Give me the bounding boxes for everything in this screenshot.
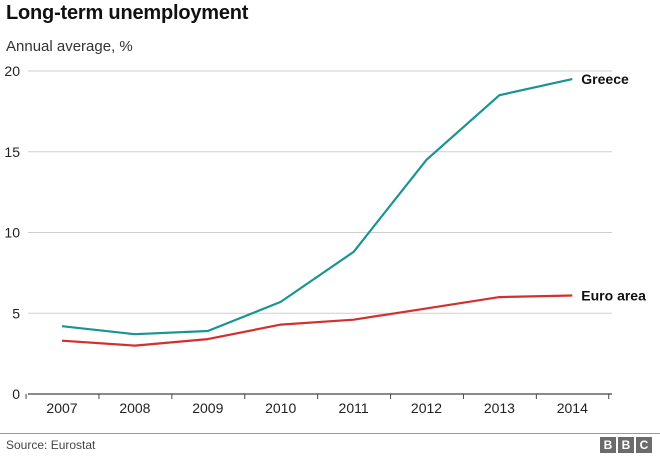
- bbc-logo-letter: B: [600, 437, 616, 453]
- x-tick-label: 2007: [46, 400, 77, 416]
- x-tick-label: 2013: [484, 400, 515, 416]
- footer-divider: [0, 433, 660, 434]
- x-tick-label: 2012: [411, 400, 442, 416]
- x-tick-label: 2010: [265, 400, 296, 416]
- x-tick-labels: 2007 2008 2009 2010 2011 2012 2013 2014: [25, 394, 610, 416]
- chart-subtitle: Annual average, %: [6, 38, 133, 55]
- series-label: Euro area: [581, 287, 646, 303]
- y-tick-label: 5: [12, 305, 20, 321]
- series-labels: Greece Euro area: [581, 71, 646, 303]
- y-tick-label: 10: [4, 225, 20, 241]
- series-lines: [61, 78, 573, 347]
- source-note: Source: Eurostat: [6, 438, 96, 452]
- bbc-logo-letter: C: [636, 437, 652, 453]
- bbc-logo-letter: B: [618, 437, 634, 453]
- series-line: [61, 294, 573, 347]
- y-tick-labels: 0 5 10 15 20: [4, 63, 20, 402]
- series-label: Greece: [581, 71, 629, 87]
- grid-lines: [28, 70, 612, 395]
- bbc-logo: B B C: [600, 437, 652, 453]
- x-tick-label: 2014: [557, 400, 588, 416]
- y-tick-label: 20: [4, 63, 20, 79]
- x-tick-label: 2009: [192, 400, 223, 416]
- chart-title: Long-term unemployment: [6, 2, 249, 24]
- series-line: [61, 78, 573, 336]
- line-chart: 0 5 10 15 20 2007 2008 2009 2010 2011 2012 2013 201…: [4, 63, 646, 416]
- x-tick-label: 2008: [119, 400, 150, 416]
- y-tick-label: 15: [4, 144, 20, 160]
- y-tick-label: 0: [12, 386, 20, 402]
- x-tick-label: 2011: [339, 400, 369, 416]
